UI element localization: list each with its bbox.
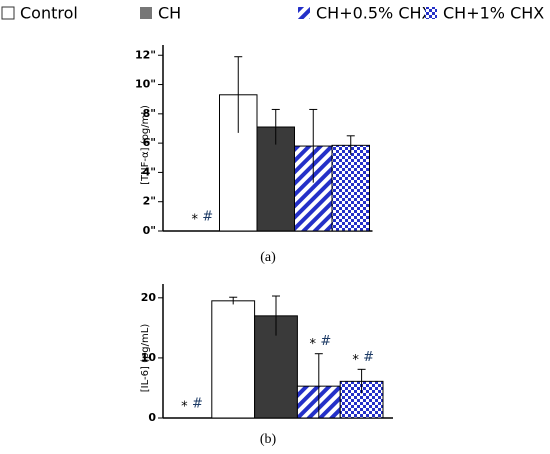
y-tick-label: 0"	[143, 224, 156, 237]
bar	[331, 144, 370, 232]
significance-hash: #	[202, 210, 213, 225]
y-tick-label: 10	[141, 351, 157, 364]
legend-label: Control	[20, 4, 78, 23]
legend: Control CH CH+0.5% CHX CH+1% CHX	[1, 4, 544, 23]
legend-label: CH+1% CHX	[443, 4, 544, 23]
legend-swatch	[140, 7, 152, 19]
significance-star: *	[352, 353, 359, 368]
significance-star: *	[310, 337, 317, 352]
legend-swatch	[425, 7, 437, 19]
y-tick-label: 4"	[143, 165, 156, 178]
legend-swatch	[1, 6, 15, 20]
significance-star: *	[192, 213, 199, 228]
y-tick-label: 0	[148, 411, 156, 424]
significance-hash: #	[363, 350, 374, 365]
y-axis-label: [TNF-α] (pg/mL)	[140, 105, 151, 185]
y-axis-label: [IL-6] (pg/mL)	[140, 324, 151, 393]
y-tick-label: 12"	[135, 48, 156, 61]
caption: (a)	[260, 250, 276, 265]
y-tick-label: 20	[141, 291, 157, 304]
legend-swatch	[298, 7, 310, 19]
y-tick-label: 6"	[143, 136, 156, 149]
y-tick-label: 2"	[143, 195, 156, 208]
legend-label: CH+0.5% CHX	[316, 4, 433, 23]
bar	[211, 300, 256, 419]
caption: (b)	[260, 432, 277, 447]
significance-star: *	[181, 400, 188, 415]
y-tick-label: 8"	[143, 107, 156, 120]
significance-hash: #	[320, 334, 331, 349]
significance-hash: #	[192, 397, 203, 412]
legend-label: CH	[158, 4, 181, 23]
y-tick-label: 10"	[135, 78, 156, 91]
